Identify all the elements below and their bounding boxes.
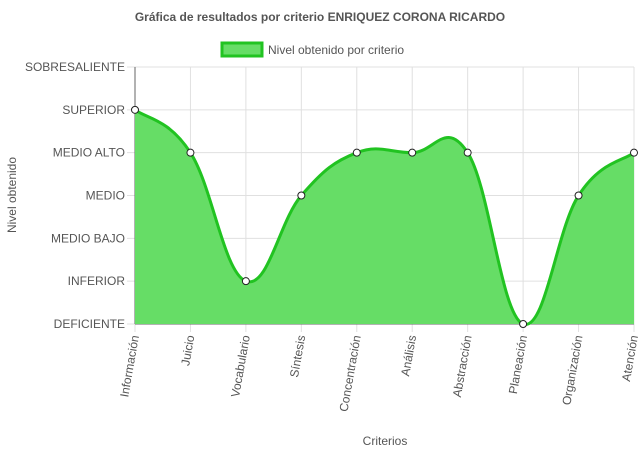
x-tick-label: Planeación — [506, 334, 530, 395]
data-points — [131, 105, 638, 328]
y-tick-label: MEDIO — [86, 189, 125, 203]
y-axis-label: Nivel obtenido — [5, 157, 19, 233]
series-line — [134, 108, 635, 326]
data-point-síntesis[interactable] — [297, 191, 306, 200]
data-point-abstracción[interactable] — [463, 148, 472, 157]
legend-label: Nivel obtenido por criterio — [268, 43, 404, 57]
x-tick-label: Organización — [559, 334, 585, 406]
y-tick-label: DEFICIENTE — [54, 317, 125, 331]
legend-swatch — [220, 41, 264, 58]
data-point-juicio[interactable] — [186, 148, 195, 157]
x-tick-label: Síntesis — [287, 334, 308, 378]
data-point-información[interactable] — [131, 105, 139, 114]
data-point-análisis[interactable] — [408, 148, 417, 157]
data-point-vocabulario[interactable] — [241, 277, 250, 286]
x-axis-ticks: Información Juicio Vocabulario Síntesis Conc… — [117, 334, 639, 413]
x-tick-label: Abstracción — [450, 334, 475, 398]
y-tick-label: INFERIOR — [68, 274, 126, 288]
data-point-atención[interactable] — [630, 148, 638, 157]
legend[interactable]: Nivel obtenido por criterio — [220, 41, 404, 58]
x-tick-label: Información — [117, 334, 142, 398]
data-point-organización[interactable] — [574, 191, 583, 200]
data-series — [134, 108, 635, 326]
y-axis-ticks: DEFICIENTE INFERIOR MEDIO BAJO MEDIO MEDIO A… — [25, 60, 125, 331]
x-tick-label: Juicio — [178, 334, 197, 367]
y-tick-label: SUPERIOR — [62, 103, 125, 117]
x-tick-label: Concentración — [337, 334, 364, 413]
data-point-planeación[interactable] — [519, 320, 528, 328]
x-axis-label: Criterios — [363, 434, 408, 448]
y-tick-label: MEDIO BAJO — [51, 231, 125, 245]
y-tick-label: MEDIO ALTO — [53, 146, 125, 160]
x-tick-label: Vocabulario — [228, 334, 253, 399]
x-tick-label: Atención — [619, 334, 639, 382]
x-tick-label: Análisis — [398, 334, 419, 377]
y-tick-label: SOBRESALIENTE — [25, 60, 125, 74]
area-fill — [135, 109, 634, 325]
data-point-concentración[interactable] — [352, 148, 361, 157]
chart-title: Gráfica de resultados por criterio ENRIQ… — [135, 10, 505, 24]
